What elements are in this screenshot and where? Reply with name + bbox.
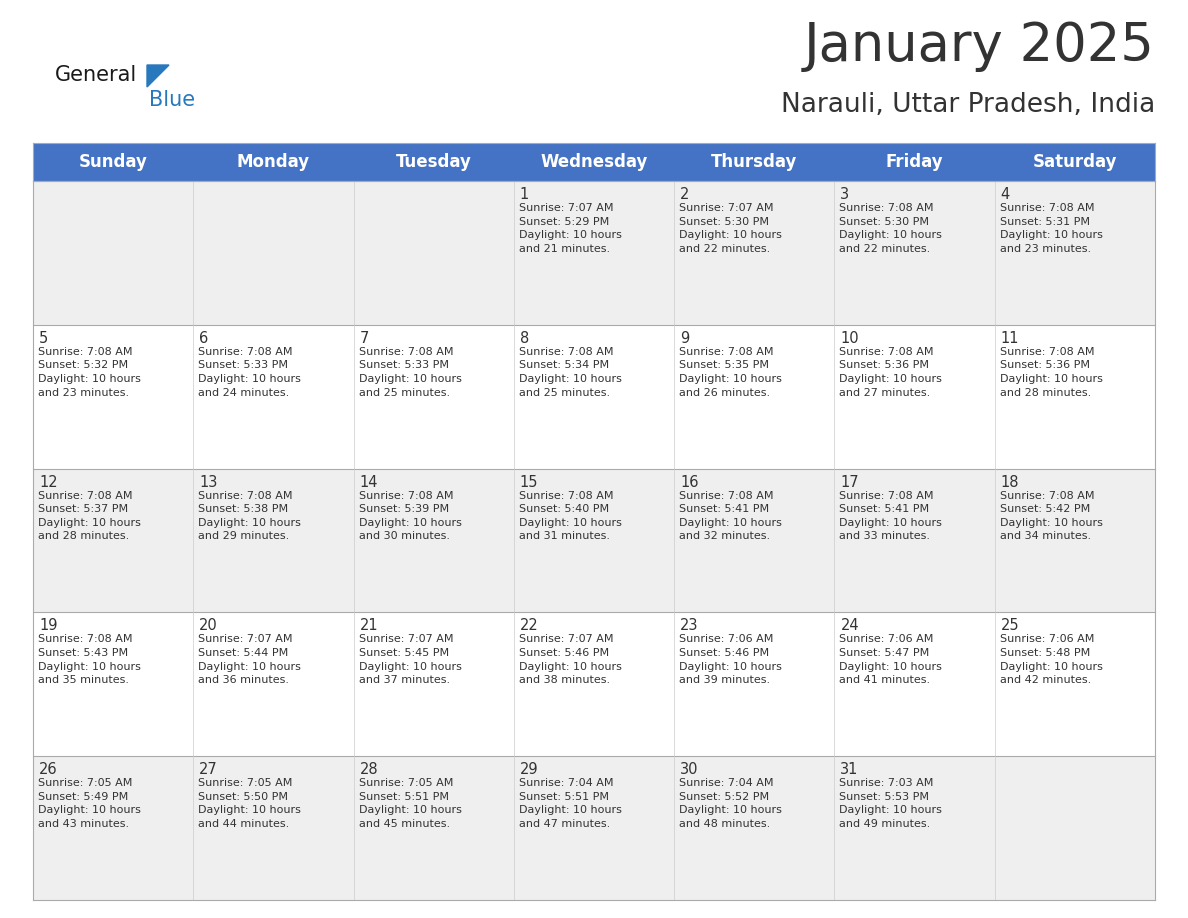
Text: 22: 22	[520, 619, 538, 633]
Bar	[33, 325, 1155, 468]
Bar	[33, 468, 1155, 612]
Text: 26: 26	[39, 762, 58, 778]
Text: Sunrise: 7:08 AM
Sunset: 5:30 PM
Daylight: 10 hours
and 22 minutes.: Sunrise: 7:08 AM Sunset: 5:30 PM Dayligh…	[840, 203, 942, 253]
Text: Saturday: Saturday	[1032, 153, 1117, 171]
Text: Sunrise: 7:08 AM
Sunset: 5:42 PM
Daylight: 10 hours
and 34 minutes.: Sunrise: 7:08 AM Sunset: 5:42 PM Dayligh…	[1000, 490, 1102, 542]
Text: 7: 7	[360, 330, 369, 346]
Text: Sunrise: 7:05 AM
Sunset: 5:51 PM
Daylight: 10 hours
and 45 minutes.: Sunrise: 7:05 AM Sunset: 5:51 PM Dayligh…	[359, 778, 461, 829]
Text: Sunrise: 7:06 AM
Sunset: 5:48 PM
Daylight: 10 hours
and 42 minutes.: Sunrise: 7:06 AM Sunset: 5:48 PM Dayligh…	[1000, 634, 1102, 685]
Text: 5: 5	[39, 330, 49, 346]
Text: 6: 6	[200, 330, 209, 346]
Text: 24: 24	[840, 619, 859, 633]
Text: 9: 9	[681, 330, 689, 346]
Text: 25: 25	[1000, 619, 1019, 633]
Text: Sunrise: 7:07 AM
Sunset: 5:45 PM
Daylight: 10 hours
and 37 minutes.: Sunrise: 7:07 AM Sunset: 5:45 PM Dayligh…	[359, 634, 461, 685]
Text: Sunrise: 7:08 AM
Sunset: 5:34 PM
Daylight: 10 hours
and 25 minutes.: Sunrise: 7:08 AM Sunset: 5:34 PM Dayligh…	[519, 347, 621, 397]
Text: Sunrise: 7:06 AM
Sunset: 5:46 PM
Daylight: 10 hours
and 39 minutes.: Sunrise: 7:06 AM Sunset: 5:46 PM Dayligh…	[680, 634, 782, 685]
Text: 14: 14	[360, 475, 378, 489]
Text: Sunrise: 7:07 AM
Sunset: 5:29 PM
Daylight: 10 hours
and 21 minutes.: Sunrise: 7:07 AM Sunset: 5:29 PM Dayligh…	[519, 203, 621, 253]
Text: Tuesday: Tuesday	[396, 153, 472, 171]
Text: Sunrise: 7:07 AM
Sunset: 5:46 PM
Daylight: 10 hours
and 38 minutes.: Sunrise: 7:07 AM Sunset: 5:46 PM Dayligh…	[519, 634, 621, 685]
Text: Thursday: Thursday	[712, 153, 797, 171]
Text: 12: 12	[39, 475, 58, 489]
Polygon shape	[147, 65, 169, 87]
Text: Sunrise: 7:06 AM
Sunset: 5:47 PM
Daylight: 10 hours
and 41 minutes.: Sunrise: 7:06 AM Sunset: 5:47 PM Dayligh…	[840, 634, 942, 685]
Text: 15: 15	[520, 475, 538, 489]
Text: Sunrise: 7:08 AM
Sunset: 5:32 PM
Daylight: 10 hours
and 23 minutes.: Sunrise: 7:08 AM Sunset: 5:32 PM Dayligh…	[38, 347, 141, 397]
Text: 31: 31	[840, 762, 859, 778]
Text: Sunrise: 7:08 AM
Sunset: 5:31 PM
Daylight: 10 hours
and 23 minutes.: Sunrise: 7:08 AM Sunset: 5:31 PM Dayligh…	[1000, 203, 1102, 253]
Text: Sunrise: 7:08 AM
Sunset: 5:38 PM
Daylight: 10 hours
and 29 minutes.: Sunrise: 7:08 AM Sunset: 5:38 PM Dayligh…	[198, 490, 302, 542]
Text: Sunrise: 7:08 AM
Sunset: 5:36 PM
Daylight: 10 hours
and 28 minutes.: Sunrise: 7:08 AM Sunset: 5:36 PM Dayligh…	[1000, 347, 1102, 397]
Text: Sunrise: 7:08 AM
Sunset: 5:43 PM
Daylight: 10 hours
and 35 minutes.: Sunrise: 7:08 AM Sunset: 5:43 PM Dayligh…	[38, 634, 141, 685]
Text: Sunrise: 7:07 AM
Sunset: 5:44 PM
Daylight: 10 hours
and 36 minutes.: Sunrise: 7:07 AM Sunset: 5:44 PM Dayligh…	[198, 634, 302, 685]
Bar	[33, 756, 1155, 900]
Text: 13: 13	[200, 475, 217, 489]
Text: 18: 18	[1000, 475, 1019, 489]
Text: 19: 19	[39, 619, 57, 633]
Text: Sunday: Sunday	[78, 153, 147, 171]
Text: 8: 8	[520, 330, 529, 346]
Text: Sunrise: 7:04 AM
Sunset: 5:51 PM
Daylight: 10 hours
and 47 minutes.: Sunrise: 7:04 AM Sunset: 5:51 PM Dayligh…	[519, 778, 621, 829]
Text: January 2025: January 2025	[804, 20, 1155, 72]
Text: 1: 1	[520, 187, 529, 202]
Text: 3: 3	[840, 187, 849, 202]
Text: Blue: Blue	[148, 90, 195, 110]
Text: Sunrise: 7:08 AM
Sunset: 5:33 PM
Daylight: 10 hours
and 25 minutes.: Sunrise: 7:08 AM Sunset: 5:33 PM Dayligh…	[359, 347, 461, 397]
Text: 10: 10	[840, 330, 859, 346]
Text: Sunrise: 7:08 AM
Sunset: 5:36 PM
Daylight: 10 hours
and 27 minutes.: Sunrise: 7:08 AM Sunset: 5:36 PM Dayligh…	[840, 347, 942, 397]
Text: 4: 4	[1000, 187, 1010, 202]
Text: 20: 20	[200, 619, 219, 633]
Text: 27: 27	[200, 762, 219, 778]
Text: Friday: Friday	[886, 153, 943, 171]
Bar	[33, 143, 1155, 181]
Text: Monday: Monday	[236, 153, 310, 171]
Text: 23: 23	[681, 619, 699, 633]
Text: 11: 11	[1000, 330, 1019, 346]
Text: Narauli, Uttar Pradesh, India: Narauli, Uttar Pradesh, India	[781, 92, 1155, 118]
Text: Sunrise: 7:08 AM
Sunset: 5:35 PM
Daylight: 10 hours
and 26 minutes.: Sunrise: 7:08 AM Sunset: 5:35 PM Dayligh…	[680, 347, 782, 397]
Text: 28: 28	[360, 762, 378, 778]
Text: Sunrise: 7:08 AM
Sunset: 5:39 PM
Daylight: 10 hours
and 30 minutes.: Sunrise: 7:08 AM Sunset: 5:39 PM Dayligh…	[359, 490, 461, 542]
Text: Sunrise: 7:08 AM
Sunset: 5:41 PM
Daylight: 10 hours
and 32 minutes.: Sunrise: 7:08 AM Sunset: 5:41 PM Dayligh…	[680, 490, 782, 542]
Text: 17: 17	[840, 475, 859, 489]
Text: 29: 29	[520, 762, 538, 778]
Text: Sunrise: 7:08 AM
Sunset: 5:37 PM
Daylight: 10 hours
and 28 minutes.: Sunrise: 7:08 AM Sunset: 5:37 PM Dayligh…	[38, 490, 141, 542]
Text: Sunrise: 7:08 AM
Sunset: 5:40 PM
Daylight: 10 hours
and 31 minutes.: Sunrise: 7:08 AM Sunset: 5:40 PM Dayligh…	[519, 490, 621, 542]
Text: Sunrise: 7:03 AM
Sunset: 5:53 PM
Daylight: 10 hours
and 49 minutes.: Sunrise: 7:03 AM Sunset: 5:53 PM Dayligh…	[840, 778, 942, 829]
Text: Sunrise: 7:05 AM
Sunset: 5:49 PM
Daylight: 10 hours
and 43 minutes.: Sunrise: 7:05 AM Sunset: 5:49 PM Dayligh…	[38, 778, 141, 829]
Bar	[33, 181, 1155, 325]
Text: Sunrise: 7:04 AM
Sunset: 5:52 PM
Daylight: 10 hours
and 48 minutes.: Sunrise: 7:04 AM Sunset: 5:52 PM Dayligh…	[680, 778, 782, 829]
Text: Sunrise: 7:05 AM
Sunset: 5:50 PM
Daylight: 10 hours
and 44 minutes.: Sunrise: 7:05 AM Sunset: 5:50 PM Dayligh…	[198, 778, 302, 829]
Text: General: General	[55, 65, 138, 85]
Text: Sunrise: 7:08 AM
Sunset: 5:41 PM
Daylight: 10 hours
and 33 minutes.: Sunrise: 7:08 AM Sunset: 5:41 PM Dayligh…	[840, 490, 942, 542]
Text: Wednesday: Wednesday	[541, 153, 647, 171]
Text: 2: 2	[681, 187, 689, 202]
Text: 30: 30	[681, 762, 699, 778]
Bar	[33, 612, 1155, 756]
Text: 21: 21	[360, 619, 378, 633]
Text: Sunrise: 7:08 AM
Sunset: 5:33 PM
Daylight: 10 hours
and 24 minutes.: Sunrise: 7:08 AM Sunset: 5:33 PM Dayligh…	[198, 347, 302, 397]
Text: Sunrise: 7:07 AM
Sunset: 5:30 PM
Daylight: 10 hours
and 22 minutes.: Sunrise: 7:07 AM Sunset: 5:30 PM Dayligh…	[680, 203, 782, 253]
Text: 16: 16	[681, 475, 699, 489]
